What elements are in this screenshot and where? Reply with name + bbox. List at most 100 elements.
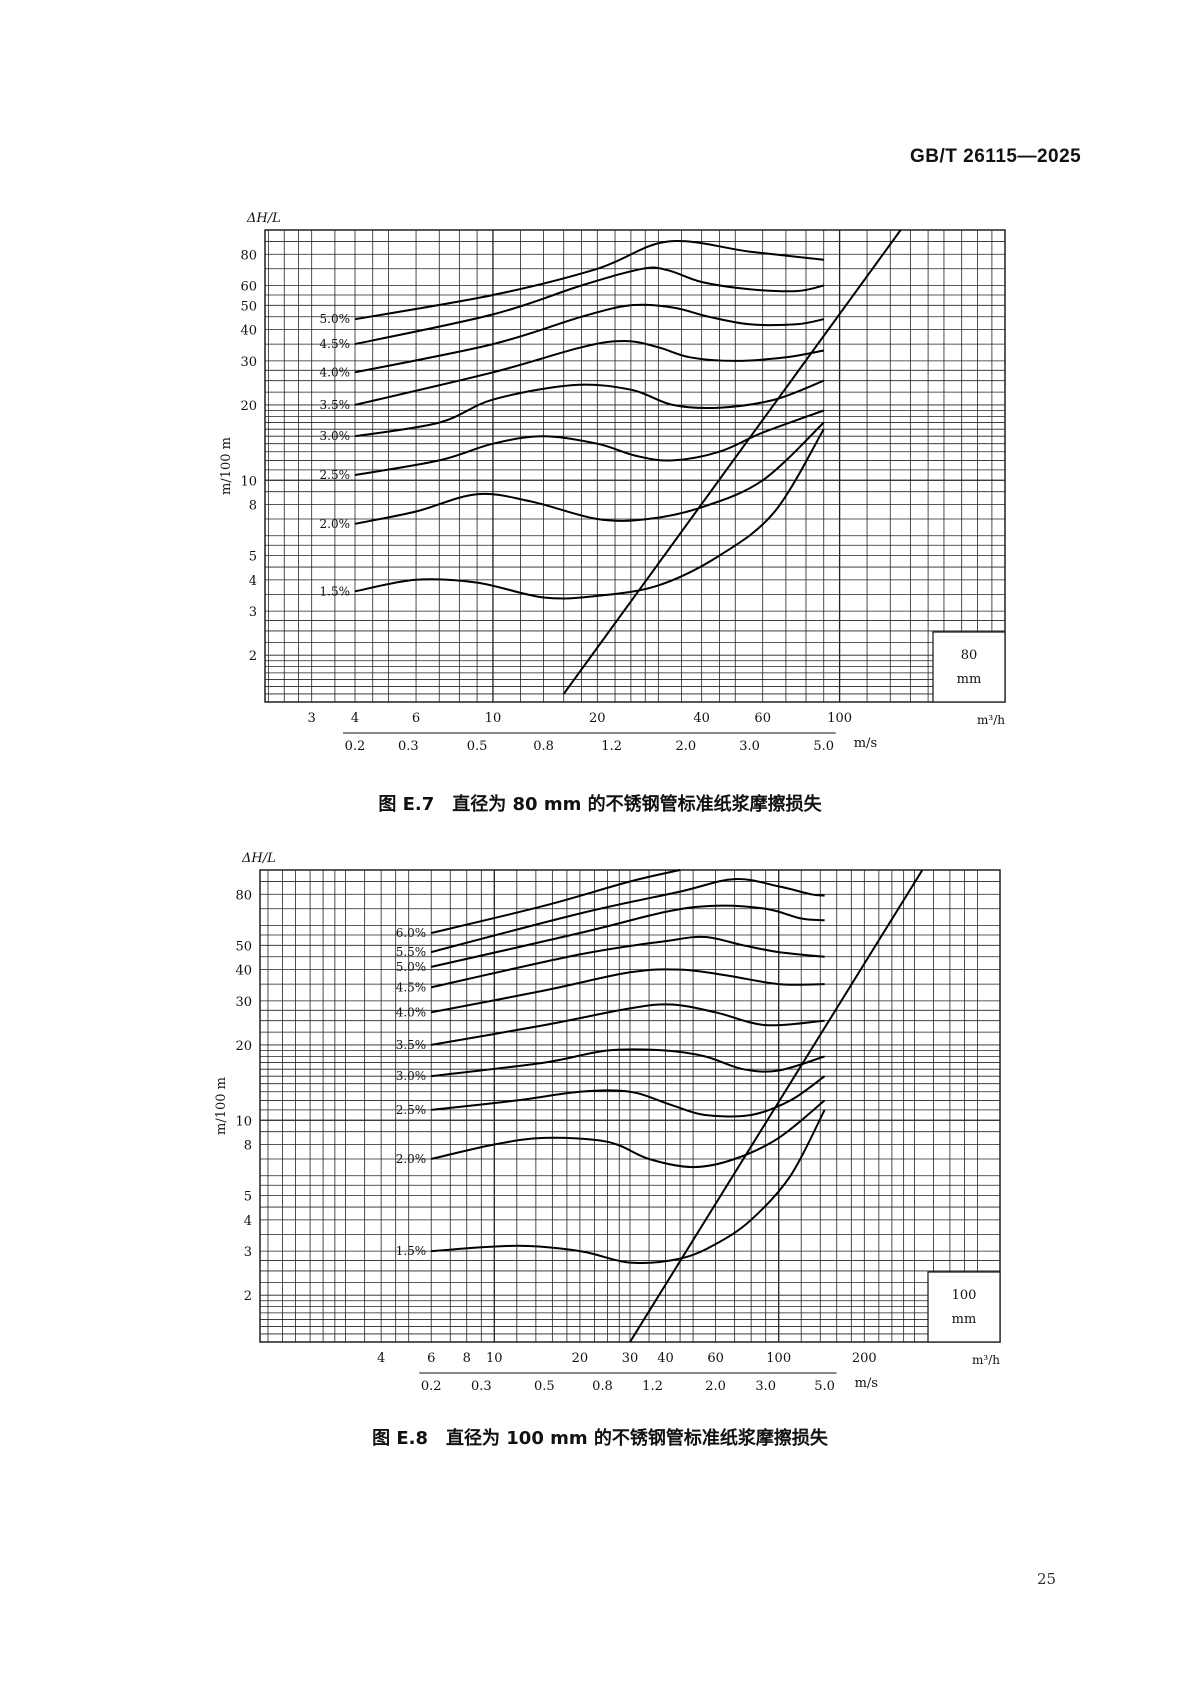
- series-3-0pct: 3.0%: [396, 1048, 825, 1083]
- horizontal-grid: [265, 241, 1005, 695]
- series-1-5pct: 1.5%: [396, 1109, 826, 1264]
- vertical-grid: [267, 870, 978, 1342]
- critical-velocity-line: [562, 229, 902, 695]
- series-label: 4.5%: [396, 980, 427, 994]
- series-5-5pct: 5.5%: [396, 878, 825, 959]
- series-3-0pct: 3.0%: [320, 379, 825, 443]
- series-line: [430, 935, 825, 989]
- series-2-5pct: 2.5%: [396, 1075, 826, 1118]
- series-line: [354, 339, 824, 406]
- y-tick-label: 10: [235, 1114, 252, 1129]
- series-label: 4.5%: [320, 337, 351, 351]
- y-tick-label: 80: [240, 248, 257, 263]
- velocity-tick-label: 0.2: [421, 1379, 442, 1394]
- series-2-5pct: 2.5%: [320, 409, 825, 482]
- velocity-tick-label: 0.5: [467, 739, 488, 754]
- y-tick-label: 3: [249, 605, 257, 620]
- velocity-tick-label: 0.3: [398, 739, 419, 754]
- series-line: [354, 266, 824, 346]
- series-label: 2.5%: [320, 468, 351, 482]
- series-line: [430, 878, 825, 954]
- y-tick-label: 20: [240, 399, 257, 414]
- x-tick-label: 4: [351, 711, 359, 726]
- chart-1: 2 3 4 5 8 10 20 30 40 50 60 80 m/100 m ΔH/L 3 4 6 10 20 40 6…: [219, 211, 1006, 754]
- series-5-0pct: 5.0%: [320, 239, 824, 326]
- series-label: 3.5%: [320, 398, 351, 412]
- y-tick-label: 40: [235, 964, 252, 979]
- document-code: GB/T 26115—2025: [910, 146, 1082, 167]
- series-label: 2.5%: [396, 1103, 427, 1117]
- series-line: [354, 239, 824, 321]
- velocity-tick-label: 0.5: [534, 1379, 555, 1394]
- diameter-unit: mm: [952, 1312, 977, 1327]
- x-tick-label: 4: [377, 1351, 385, 1366]
- velocity-tick-label: 5.0: [814, 1379, 835, 1394]
- series-line: [354, 379, 825, 438]
- y-tick-label: 60: [240, 280, 257, 295]
- series-4-5pct: 4.5%: [320, 266, 824, 351]
- series-label: 4.0%: [320, 365, 351, 379]
- velocity-tick-label: 3.0: [755, 1379, 776, 1394]
- velocity-tick-label: 3.0: [739, 739, 760, 754]
- page-number: 25: [1037, 1570, 1057, 1588]
- y-tick-label: 30: [235, 995, 252, 1010]
- series-label: 3.0%: [396, 1069, 427, 1083]
- x-tick-label: 8: [463, 1351, 471, 1366]
- series-4-0pct: 4.0%: [396, 968, 825, 1019]
- x-tick-label: 20: [572, 1351, 589, 1366]
- y-tick-label: 3: [244, 1245, 252, 1260]
- series-label: 3.5%: [396, 1038, 427, 1052]
- y-axis-top-label: ΔH/L: [241, 851, 276, 866]
- series-line: [431, 1075, 826, 1118]
- diameter-box: 100 mm: [927, 1271, 1001, 1343]
- series-3-5pct: 3.5%: [396, 1003, 825, 1052]
- series-line: [431, 968, 825, 1014]
- y-tick-label: 8: [249, 499, 257, 514]
- y-axis-label: m/100 m: [219, 437, 234, 495]
- y-axis-label: m/100 m: [214, 1077, 229, 1135]
- x-tick-label: 200: [852, 1351, 877, 1366]
- series-label: 5.0%: [320, 312, 351, 326]
- x-axis-label: m³/h: [977, 713, 1005, 727]
- x-tick-label: 40: [657, 1351, 674, 1366]
- series-6-0pct: 6.0%: [396, 869, 681, 940]
- horizontal-grid: [260, 881, 1000, 1335]
- y-tick-label: 50: [235, 939, 252, 954]
- x-axis-label: m³/h: [972, 1353, 1000, 1367]
- velocity-tick-label: 1.2: [601, 739, 622, 754]
- y-tick-label: 20: [235, 1039, 252, 1054]
- series-1-5pct: 1.5%: [320, 428, 825, 600]
- velocity-tick-label: 1.2: [642, 1379, 663, 1394]
- series-5-0pct: 5.0%: [396, 904, 825, 974]
- y-tick-label: 2: [244, 1289, 252, 1304]
- series-line: [430, 904, 825, 968]
- velocity-axis-label: m/s: [855, 1376, 878, 1391]
- x-tick-label: 100: [766, 1351, 791, 1366]
- velocity-tick-label: 0.2: [345, 739, 366, 754]
- x-tick-label: 40: [693, 711, 710, 726]
- y-tick-label: 10: [240, 474, 257, 489]
- velocity-tick-label: 0.3: [471, 1379, 492, 1394]
- figure-caption-e8: 图 E.8 直径为 100 mm 的不锈钢管标准纸浆摩擦损失: [372, 1428, 828, 1449]
- y-tick-label: 50: [240, 299, 257, 314]
- series-2-0pct: 2.0%: [320, 421, 825, 531]
- velocity-axis-label: m/s: [854, 736, 877, 751]
- series-4-5pct: 4.5%: [396, 935, 825, 994]
- x-tick-label: 6: [412, 711, 420, 726]
- x-tick-label: 3: [308, 711, 316, 726]
- x-tick-label: 60: [754, 711, 771, 726]
- critical-velocity-line: [629, 869, 924, 1343]
- figure-caption-e7: 图 E.7 直径为 80 mm 的不锈钢管标准纸浆摩擦损失: [378, 794, 822, 815]
- series-label: 6.0%: [396, 926, 427, 940]
- series-4-0pct: 4.0%: [320, 303, 824, 379]
- diameter-value: 100: [952, 1288, 977, 1303]
- y-tick-label: 30: [240, 355, 257, 370]
- series-line: [354, 428, 825, 600]
- series-line: [354, 421, 825, 525]
- x-tick-label: 20: [589, 711, 606, 726]
- series-label: 2.0%: [396, 1152, 427, 1166]
- series-label: 5.5%: [396, 945, 427, 959]
- diameter-box-frame: [927, 1271, 1001, 1343]
- x-tick-label: 60: [707, 1351, 724, 1366]
- series-line: [354, 303, 824, 374]
